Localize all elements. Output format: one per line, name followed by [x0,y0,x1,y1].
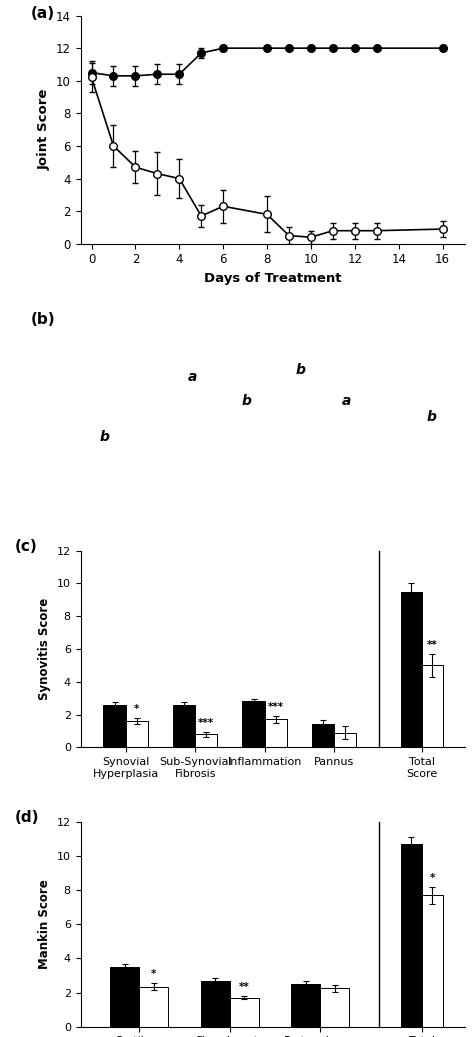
Bar [242,701,264,748]
Text: (b): (b) [31,312,55,328]
Text: ***: *** [198,718,214,728]
Text: *: * [134,704,139,713]
Bar [269,318,276,476]
Bar [139,986,168,1027]
Bar [334,732,356,748]
Bar [230,998,259,1027]
Bar [312,725,334,748]
Text: **: ** [239,982,250,991]
Bar [110,966,139,1027]
Bar [401,591,422,748]
Text: (d): (d) [15,810,39,824]
Bar [195,734,218,748]
Bar [292,984,320,1027]
Bar [320,988,349,1027]
Bar [422,666,443,748]
Text: b: b [426,410,436,424]
Text: (c): (c) [15,539,37,554]
Bar [201,981,230,1027]
Bar [422,895,443,1027]
Text: *: * [429,872,435,882]
Text: b: b [242,394,252,408]
Bar [401,844,422,1027]
Bar [126,721,148,748]
Text: a: a [188,370,198,385]
Bar [173,705,195,748]
X-axis label: Days of Treatment: Days of Treatment [204,272,341,285]
Bar [264,720,287,748]
Y-axis label: Mankin Score: Mankin Score [38,879,51,970]
Text: (a): (a) [31,6,55,22]
Text: ***: *** [268,702,284,712]
Bar [103,705,126,748]
Y-axis label: Synovitis Score: Synovitis Score [38,597,51,700]
Text: *: * [151,969,156,979]
Text: a: a [342,394,351,408]
Text: b: b [296,363,305,376]
Y-axis label: Joint Score: Joint Score [37,89,50,170]
Text: b: b [100,430,109,444]
Text: **: ** [427,640,438,650]
